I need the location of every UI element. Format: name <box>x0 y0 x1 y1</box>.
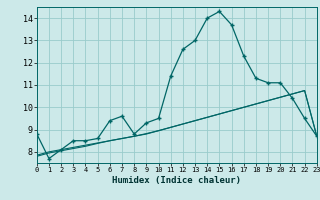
X-axis label: Humidex (Indice chaleur): Humidex (Indice chaleur) <box>112 176 241 185</box>
